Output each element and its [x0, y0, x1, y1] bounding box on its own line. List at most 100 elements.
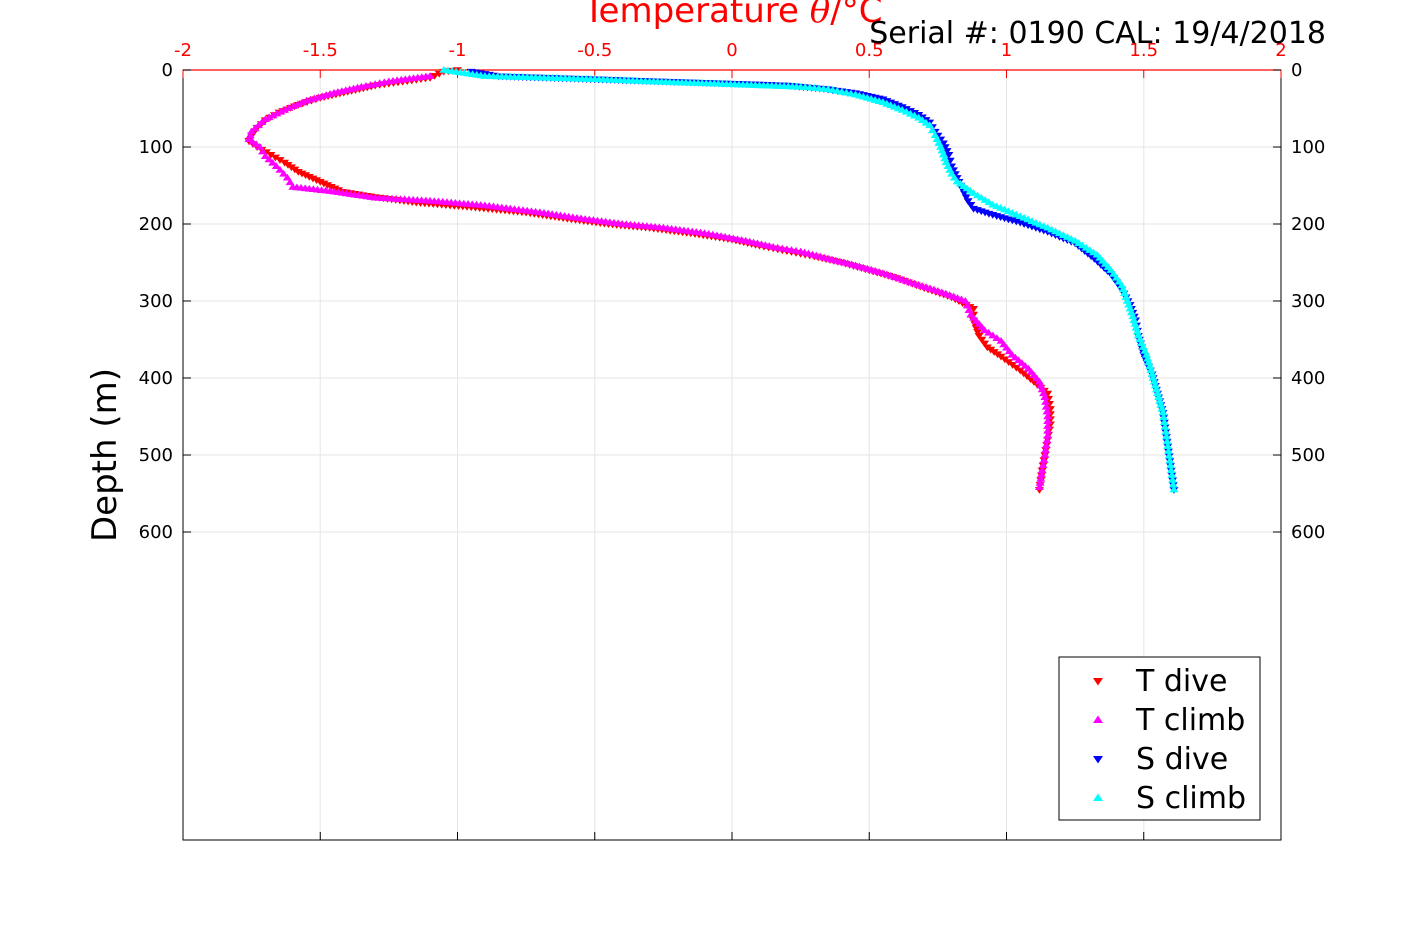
side-axis-ticks: [183, 69, 1281, 533]
data-point: [938, 150, 948, 158]
y-tick-label-right: 100: [1291, 137, 1325, 158]
data-point: [988, 331, 998, 339]
y-tick-label-left: 600: [139, 522, 173, 543]
data-point: [1160, 423, 1170, 430]
data-point: [1131, 323, 1141, 331]
x-tick-label: 0: [726, 40, 737, 61]
data-point: [1034, 483, 1044, 491]
data-point: [1152, 389, 1162, 397]
data-point: [1163, 442, 1173, 450]
x-axis-title: Temperature θ/°C: [583, 0, 883, 31]
x-tick-label: -1.5: [303, 40, 338, 61]
data-point: [1156, 400, 1166, 408]
y-tick-label-right: 300: [1291, 291, 1325, 312]
data-point: [1148, 373, 1158, 381]
x-tick-label: -1: [449, 40, 467, 61]
data-point: [264, 155, 274, 163]
data-point: [1165, 456, 1175, 464]
legend-marker: [1093, 715, 1103, 723]
data-point: [963, 198, 973, 205]
y-tick-label-right: 400: [1291, 368, 1325, 389]
data-point: [1036, 470, 1046, 478]
data-point: [1036, 474, 1046, 482]
data-point: [1159, 413, 1169, 421]
data-point: [944, 152, 954, 159]
data-point: [1043, 412, 1053, 420]
data-point: [936, 142, 946, 150]
y-tick-label-left: 400: [139, 368, 173, 389]
x-tick-label: 1.5: [1129, 40, 1158, 61]
x-axis-title-theta: θ: [810, 0, 830, 31]
right-axis-tick-labels: 0 100 200 300 400 500 600: [1291, 60, 1325, 543]
y-tick-label-left: 0: [162, 60, 173, 81]
x-tick-label: -0.5: [577, 40, 612, 61]
data-point: [1158, 408, 1168, 416]
x-tick-label: 2: [1275, 40, 1286, 61]
left-axis-tick-labels: 0 100 200 300 400 500 600: [139, 60, 173, 543]
data-point: [275, 166, 285, 173]
data-point: [1043, 422, 1053, 429]
data-point: [1038, 461, 1048, 468]
legend: T dive T climb S dive S climb: [1058, 656, 1261, 821]
data-point: [1144, 358, 1154, 366]
data-point: [1161, 427, 1171, 435]
y-tick-label-right: 200: [1291, 214, 1325, 235]
data-point: [1043, 426, 1053, 434]
x-tick-label: 0.5: [855, 40, 884, 61]
data-point: [1043, 431, 1053, 439]
data-point: [266, 152, 276, 159]
data-point: [1159, 418, 1169, 425]
legend-marker: [1093, 756, 1103, 764]
y-tick-label-left: 200: [139, 214, 173, 235]
data-point: [1041, 441, 1051, 449]
data-point: [940, 154, 950, 162]
y-tick-label-right: 600: [1291, 522, 1325, 543]
data-point: [245, 131, 255, 139]
legend-label: T climb: [1135, 703, 1245, 738]
data-point: [1034, 377, 1044, 385]
data-point: [1039, 456, 1049, 463]
data-point: [942, 148, 952, 155]
data-point: [1037, 385, 1047, 393]
x-tick-label: -2: [174, 40, 192, 61]
data-point: [1147, 370, 1157, 377]
data-point: [1164, 451, 1174, 459]
data-point: [1161, 432, 1171, 440]
legend-box: [1058, 656, 1261, 821]
data-point: [1042, 407, 1052, 415]
data-point: [1168, 475, 1178, 483]
data-point: [1041, 398, 1051, 405]
data-point: [962, 301, 972, 309]
data-point: [938, 140, 948, 148]
data-point: [1130, 320, 1140, 327]
data-point: [937, 146, 947, 154]
series-t-climb: [244, 72, 1053, 491]
data-point: [1041, 402, 1051, 410]
legend-marker: [1093, 678, 1103, 686]
data-point: [1118, 285, 1128, 293]
data-point: [275, 157, 285, 164]
data-point: [1040, 450, 1050, 458]
data-point: [992, 334, 1002, 342]
data-point: [966, 202, 976, 209]
data-point: [961, 194, 971, 202]
data-point: [1132, 327, 1142, 335]
data-point: [1129, 316, 1139, 323]
data-point: [1166, 466, 1176, 474]
y-axis-title: Depth (m): [85, 368, 125, 542]
data-point: [1166, 461, 1176, 469]
data-point: [1149, 377, 1159, 385]
data-point: [927, 126, 937, 134]
data-point: [260, 152, 270, 159]
x-axis-title-prefix: Temperature: [583, 0, 810, 31]
data-point: [1128, 312, 1138, 320]
data-point: [258, 147, 268, 155]
legend-label: S dive: [1136, 742, 1228, 777]
legend-marker: [1093, 793, 1103, 801]
data-point: [282, 173, 292, 181]
data-point: [1167, 471, 1177, 478]
data-point: [1169, 485, 1179, 493]
data-point: [980, 340, 990, 348]
data-point: [1162, 437, 1172, 445]
